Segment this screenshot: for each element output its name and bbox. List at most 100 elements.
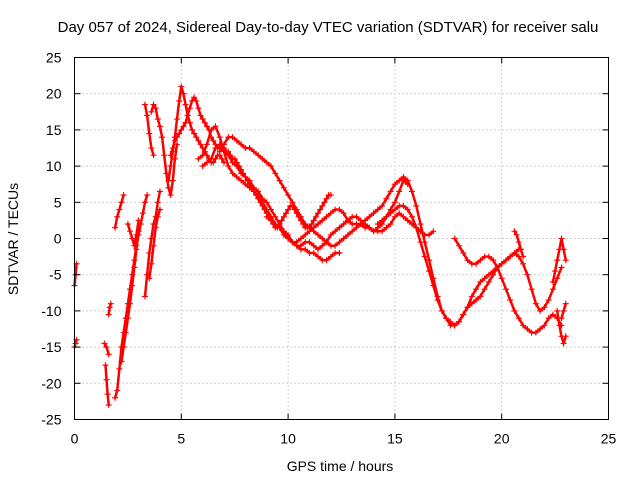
series-trace <box>169 96 333 229</box>
data-point <box>498 275 505 282</box>
data-point <box>161 152 168 159</box>
data-point <box>315 253 322 260</box>
data-point <box>558 315 565 322</box>
data-point <box>473 286 480 293</box>
data-point <box>131 264 138 271</box>
data-point <box>473 297 480 304</box>
data-point <box>72 340 79 347</box>
data-point <box>306 239 313 246</box>
data-point <box>494 264 501 271</box>
data-point <box>562 300 569 307</box>
y-tick-label: -10 <box>41 303 61 319</box>
data-point <box>107 300 114 307</box>
data-point <box>379 217 386 224</box>
data-point <box>349 228 356 235</box>
data-point <box>216 134 223 141</box>
data-point <box>167 163 174 170</box>
data-point <box>532 300 539 307</box>
x-tick-label: 15 <box>387 431 403 447</box>
data-point <box>242 181 249 188</box>
data-point <box>513 231 520 238</box>
data-point <box>268 163 275 170</box>
data-point <box>233 163 240 170</box>
data-point <box>312 213 319 220</box>
data-point <box>554 307 561 314</box>
data-point <box>515 239 522 246</box>
data-point <box>396 210 403 217</box>
data-point <box>199 116 206 123</box>
series-track-09 <box>124 217 142 249</box>
series-track-24 <box>554 307 569 347</box>
data-point <box>148 145 155 151</box>
data-point <box>560 307 567 314</box>
data-point <box>537 326 544 332</box>
data-point <box>103 376 110 383</box>
data-point <box>319 242 326 249</box>
series-track-03 <box>101 340 112 358</box>
data-point <box>327 192 334 199</box>
data-point <box>379 202 386 209</box>
data-point <box>186 105 193 112</box>
data-point <box>302 246 309 253</box>
data-point <box>276 177 283 184</box>
data-point <box>221 141 228 148</box>
data-point <box>129 282 136 289</box>
data-point <box>366 224 373 231</box>
data-point <box>278 217 285 224</box>
data-point <box>127 228 134 235</box>
data-point <box>511 249 518 256</box>
data-point <box>156 188 163 195</box>
data-point <box>165 184 172 191</box>
data-point <box>400 173 407 180</box>
data-point <box>285 231 292 238</box>
data-point <box>182 101 189 108</box>
series-track-22 <box>511 228 527 260</box>
data-point <box>120 344 127 351</box>
data-point <box>135 217 142 224</box>
series-track-23 <box>549 235 569 285</box>
data-point <box>413 202 420 209</box>
data-point <box>293 242 300 249</box>
data-point <box>114 213 121 220</box>
data-point <box>344 231 351 238</box>
data-point <box>507 297 514 304</box>
data-point <box>276 224 283 231</box>
x-axis-label: GPS time / hours <box>287 458 394 474</box>
data-point <box>460 311 467 318</box>
data-point <box>319 235 326 242</box>
data-point <box>246 145 253 151</box>
data-point <box>216 148 223 155</box>
data-point <box>150 152 157 159</box>
data-point <box>468 300 475 307</box>
data-point <box>263 159 270 166</box>
data-point <box>473 260 480 267</box>
data-point <box>387 210 394 217</box>
data-point <box>182 119 189 126</box>
data-point <box>485 278 492 285</box>
data-point <box>176 130 183 137</box>
data-point <box>268 217 275 224</box>
data-point <box>391 213 398 220</box>
data-point <box>315 231 322 238</box>
series-track-11 <box>146 206 163 282</box>
data-point <box>285 192 292 199</box>
data-point <box>102 362 109 369</box>
data-point <box>250 148 257 155</box>
data-point <box>558 264 565 271</box>
x-tick-label: 25 <box>601 431 617 447</box>
data-point <box>520 260 527 267</box>
data-point <box>558 235 565 242</box>
data-point <box>336 206 343 213</box>
data-point <box>438 307 445 314</box>
data-point <box>193 134 200 141</box>
data-point <box>560 340 567 347</box>
data-point <box>229 170 236 177</box>
data-point <box>430 282 437 289</box>
series-trace <box>376 204 563 327</box>
data-point <box>118 358 125 365</box>
series-track-02 <box>71 336 80 351</box>
series-track-19 <box>263 213 343 264</box>
data-point <box>150 242 157 249</box>
data-point <box>315 221 322 228</box>
data-point <box>280 184 287 191</box>
